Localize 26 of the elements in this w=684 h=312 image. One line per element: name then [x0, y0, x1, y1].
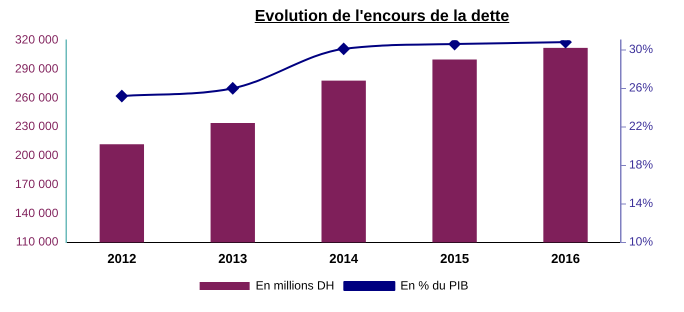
legend-label: En millions DH [256, 278, 334, 292]
y2-tick-label: 14% [628, 196, 654, 210]
point [448, 40, 461, 50]
y-tick-label: 110 000 [16, 234, 59, 249]
chart-title: Evolution de l'encours de la dette [254, 8, 510, 27]
y2-tick-label: 22% [628, 119, 654, 134]
point [116, 90, 128, 102]
y-tick-label: 230 000 [14, 119, 59, 134]
x-tick-label: 2012 [107, 250, 136, 266]
point [226, 82, 239, 94]
y2-tick-label: 10% [628, 234, 654, 249]
y-tick-label: 200 000 [14, 148, 59, 162]
point [338, 42, 350, 55]
x-tick-label: 2014 [329, 250, 359, 266]
y-tick-label: 290 000 [14, 61, 59, 76]
y-tick-label: 260 000 [14, 90, 59, 104]
y2-tick-label: 26% [628, 80, 654, 95]
y-tick-label: 140 000 [14, 206, 59, 220]
x-tick-label: 2015 [440, 250, 470, 266]
legend-label: En % du PIB [400, 278, 468, 292]
y-tick-label: 320 000 [14, 32, 59, 47]
y2-tick-label: 30% [628, 42, 654, 56]
y-tick-label: 170 000 [14, 176, 59, 191]
x-tick-label: 2016 [551, 250, 580, 266]
y2-tick-label: 18% [628, 158, 654, 172]
x-tick-label: 2013 [218, 250, 248, 266]
